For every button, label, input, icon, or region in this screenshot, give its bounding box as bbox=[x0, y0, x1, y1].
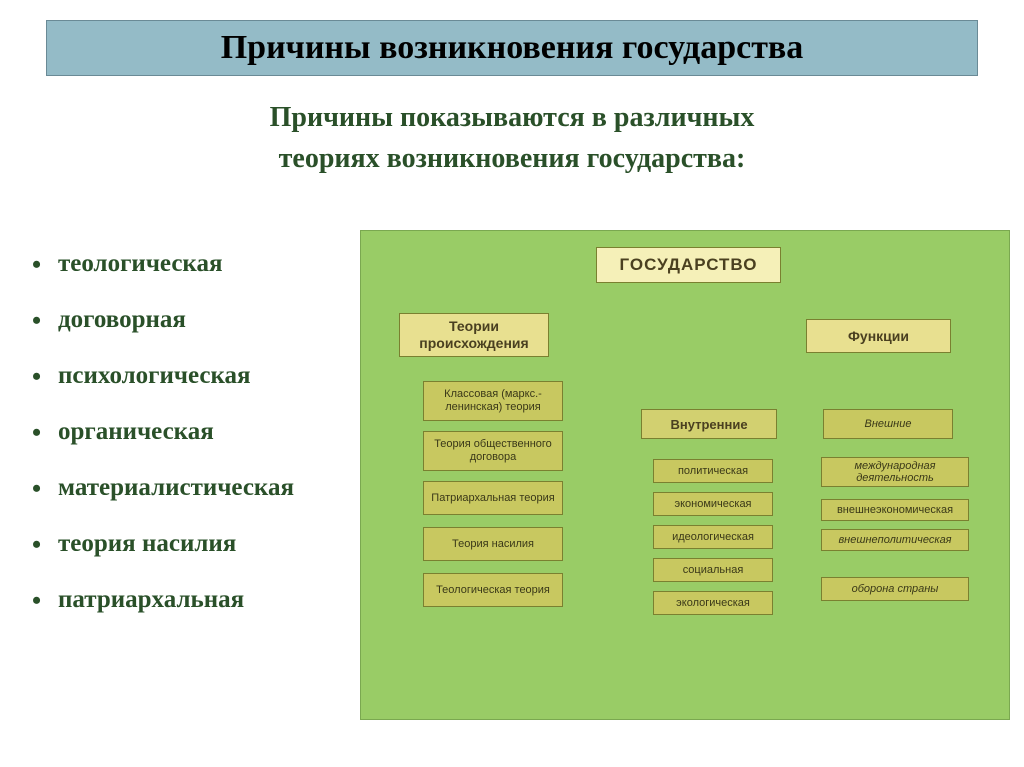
subtitle-line-1: Причины показываются в различных bbox=[270, 102, 755, 133]
node-internal-subcat: Внутренние bbox=[641, 409, 777, 439]
node-internal-2: идеологическая bbox=[653, 525, 773, 549]
node-internal-4: экологическая bbox=[653, 591, 773, 615]
node-functions-category: Функции bbox=[806, 319, 951, 353]
node-theory-4: Теологическая теория bbox=[423, 573, 563, 607]
node-external-0: международная деятельность bbox=[821, 457, 969, 487]
theories-bullet-list: теологическая договорная психологическая… bbox=[22, 250, 294, 642]
node-external-subcat: Внешние bbox=[823, 409, 953, 439]
bullet-item: теологическая bbox=[22, 250, 294, 278]
subtitle: Причины показываются в различных теориях… bbox=[70, 98, 954, 179]
bullet-item: психологическая bbox=[22, 362, 294, 390]
node-external-3: оборона страны bbox=[821, 577, 969, 601]
node-internal-1: экономическая bbox=[653, 492, 773, 516]
page-title: Причины возникновения государства bbox=[221, 29, 804, 67]
bullet-item: теория насилия bbox=[22, 530, 294, 558]
bullet-item: патриархальная bbox=[22, 586, 294, 614]
node-theories-category: Теории происхождения bbox=[399, 313, 549, 357]
node-external-2: внешнеполитическая bbox=[821, 529, 969, 551]
node-external-1: внешнеэкономическая bbox=[821, 499, 969, 521]
node-state-root: ГОСУДАРСТВО bbox=[596, 247, 781, 283]
node-theory-1: Теория общественного договора bbox=[423, 431, 563, 471]
title-bar: Причины возникновения государства bbox=[46, 20, 978, 76]
node-internal-0: политическая bbox=[653, 459, 773, 483]
state-diagram: ГОСУДАРСТВО Теории происхождения Функции Кл… bbox=[360, 230, 1010, 720]
node-theory-0: Классовая (маркс.-ленинская) теория bbox=[423, 381, 563, 421]
bullet-item: договорная bbox=[22, 306, 294, 334]
subtitle-line-2: теориях возникновения государства: bbox=[279, 143, 746, 174]
node-theory-3: Теория насилия bbox=[423, 527, 563, 561]
bullet-item: материалистическая bbox=[22, 474, 294, 502]
bullet-item: органическая bbox=[22, 418, 294, 446]
node-internal-3: социальная bbox=[653, 558, 773, 582]
node-theory-2: Патриархальная теория bbox=[423, 481, 563, 515]
